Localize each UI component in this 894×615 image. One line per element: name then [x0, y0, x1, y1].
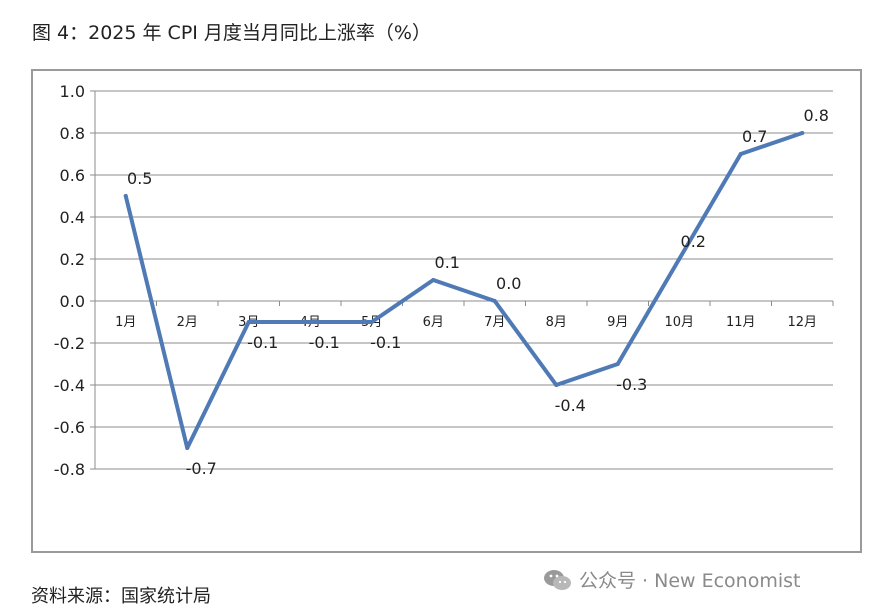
data-point — [369, 320, 374, 324]
data-label: -0.4 — [555, 396, 586, 415]
chart-title: 图 4：2025 年 CPI 月度当月同比上涨率（%） — [32, 22, 431, 44]
y-tick-label: -0.6 — [54, 418, 85, 437]
y-tick-label: -0.2 — [54, 334, 85, 353]
data-label: 0.0 — [496, 274, 521, 293]
y-tick-label: 0.4 — [60, 208, 85, 227]
y-tick-label: 0.6 — [60, 166, 85, 185]
series-line — [123, 131, 805, 450]
watermark: 公众号 · New Economist — [543, 566, 800, 593]
data-point — [615, 362, 620, 366]
x-tick-label: 2月 — [177, 315, 198, 330]
data-point — [123, 194, 128, 198]
watermark-text: 公众号 · New Economist — [579, 570, 801, 592]
x-tick-label: 1月 — [115, 315, 136, 330]
data-label: 0.2 — [681, 232, 706, 251]
x-tick-label: 11月 — [726, 315, 756, 330]
x-tick-label: 10月 — [664, 315, 694, 330]
data-label: -0.1 — [247, 333, 278, 352]
data-point — [431, 278, 436, 282]
data-label: -0.3 — [616, 375, 647, 394]
source-note: 资料来源：国家统计局 — [31, 586, 211, 607]
y-tick-label: 0.8 — [60, 124, 85, 143]
data-point — [185, 446, 190, 450]
y-tick-label: -0.8 — [54, 460, 85, 479]
x-tick-label: 7月 — [484, 315, 505, 330]
data-label: 0.5 — [127, 169, 152, 188]
chart-frame — [31, 69, 862, 553]
y-tick-label: 1.0 — [60, 82, 85, 101]
y-tick-label: -0.4 — [54, 376, 85, 395]
x-tick-label: 6月 — [423, 315, 444, 330]
data-point — [800, 131, 805, 135]
wechat-icon — [544, 569, 571, 590]
data-label: -0.1 — [309, 333, 340, 352]
x-tick-label: 9月 — [607, 315, 628, 330]
data-label: -0.1 — [370, 333, 401, 352]
data-point — [738, 152, 743, 156]
x-tick-label: 8月 — [546, 315, 567, 330]
data-point — [492, 299, 497, 303]
x-tick-label: 12月 — [787, 315, 817, 330]
data-label: 0.8 — [804, 106, 829, 125]
data-point — [246, 320, 251, 324]
data-point — [677, 257, 682, 261]
data-point — [554, 383, 559, 387]
data-point — [308, 320, 313, 324]
data-label: -0.7 — [186, 459, 217, 478]
y-tick-label: 0.0 — [60, 292, 85, 311]
data-label: 0.1 — [435, 253, 460, 272]
data-label: 0.7 — [742, 127, 767, 146]
y-tick-label: 0.2 — [60, 250, 85, 269]
